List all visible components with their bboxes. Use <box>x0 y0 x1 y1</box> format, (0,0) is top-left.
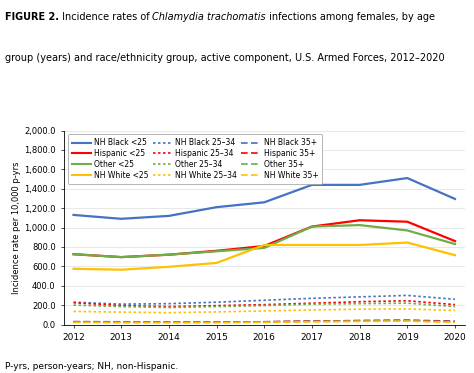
Y-axis label: Incidence rate per 10,000 p-yrs: Incidence rate per 10,000 p-yrs <box>12 161 21 294</box>
Text: infections among females, by age: infections among females, by age <box>266 12 435 22</box>
Text: P-yrs, person-years; NH, non-Hispanic.: P-yrs, person-years; NH, non-Hispanic. <box>5 362 178 371</box>
Text: Chlamydia trachomatis: Chlamydia trachomatis <box>153 12 266 22</box>
Text: FIGURE 2.: FIGURE 2. <box>5 12 59 22</box>
Text: Incidence rates of: Incidence rates of <box>59 12 153 22</box>
Text: group (years) and race/ethnicity group, active component, U.S. Armed Forces, 201: group (years) and race/ethnicity group, … <box>5 53 444 63</box>
Legend: NH Black <25, Hispanic <25, Other <25, NH White <25, NH Black 25–34, Hispanic 25: NH Black <25, Hispanic <25, Other <25, N… <box>68 134 322 184</box>
